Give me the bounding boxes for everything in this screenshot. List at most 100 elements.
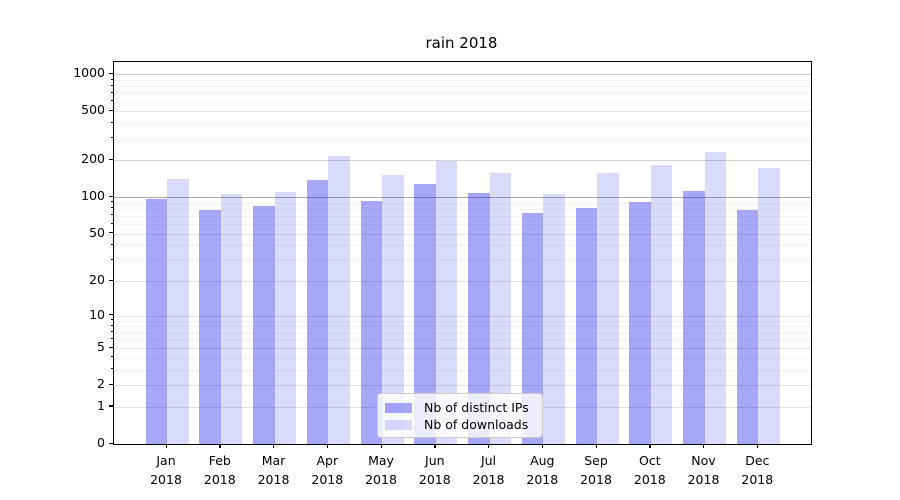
bar-downloads xyxy=(543,193,565,444)
y-tick-mark xyxy=(109,314,113,316)
y-tick-mark xyxy=(109,109,113,112)
minor-gridline xyxy=(114,123,811,125)
bar-downloads xyxy=(758,167,780,444)
y-minor-tick-mark xyxy=(110,338,113,340)
bar-distinct-ips xyxy=(306,180,329,444)
x-tick-label: Nov 2018 xyxy=(687,453,720,487)
x-tick-label: Aug 2018 xyxy=(526,453,559,487)
legend: Nb of distinct IPs Nb of downloads xyxy=(377,393,543,438)
x-tick-mark xyxy=(756,444,759,448)
y-tick-mark xyxy=(109,158,113,160)
minor-gridline xyxy=(114,86,811,88)
y-minor-tick-mark xyxy=(110,368,113,370)
y-minor-tick-mark xyxy=(110,214,113,216)
y-minor-tick-mark xyxy=(110,84,113,86)
chart-title: rain 2018 xyxy=(425,34,498,52)
y-minor-tick-mark xyxy=(110,137,113,139)
bar-downloads xyxy=(704,151,726,444)
x-tick-mark xyxy=(595,444,597,448)
major-gridline xyxy=(114,315,811,317)
x-tick-label: Jan 2018 xyxy=(150,453,182,487)
x-tick-mark xyxy=(703,444,705,448)
bar-distinct-ips xyxy=(253,206,275,444)
bar-downloads xyxy=(489,173,511,444)
y-tick-label: 50 xyxy=(89,224,105,240)
x-tick-mark xyxy=(541,444,544,448)
legend-item: Nb of distinct IPs xyxy=(385,399,534,416)
x-tick-mark xyxy=(380,444,382,448)
minor-gridline xyxy=(114,260,811,262)
bar-distinct-ips xyxy=(199,210,221,444)
plot-area xyxy=(113,61,812,445)
bar-downloads xyxy=(597,172,619,444)
y-minor-tick-mark xyxy=(110,201,113,203)
y-minor-tick-mark xyxy=(110,78,113,80)
legend-swatch-icon xyxy=(385,402,412,413)
minor-gridline xyxy=(114,93,811,95)
minor-gridline xyxy=(114,80,811,81)
x-tick-mark xyxy=(326,444,329,448)
bar-distinct-ips xyxy=(521,213,544,444)
bar-distinct-ips xyxy=(736,209,759,444)
y-tick-mark xyxy=(109,232,113,234)
x-tick-label: Feb 2018 xyxy=(203,453,236,487)
bar-distinct-ips xyxy=(360,200,382,444)
bar-downloads xyxy=(220,193,243,444)
x-tick-mark xyxy=(165,444,167,448)
minor-gridline xyxy=(114,224,811,225)
major-gridline xyxy=(114,74,811,76)
y-tick-label: 500 xyxy=(81,102,105,118)
x-tick-label: Dec 2018 xyxy=(741,453,774,487)
minor-gridline xyxy=(114,101,811,103)
y-tick-mark xyxy=(109,346,113,348)
y-tick-mark xyxy=(109,405,113,407)
y-minor-tick-mark xyxy=(110,324,113,326)
bar-downloads xyxy=(274,191,296,444)
minor-gridline xyxy=(114,245,811,247)
y-tick-label: 20 xyxy=(89,272,105,288)
y-minor-tick-mark xyxy=(110,331,113,333)
x-tick-mark xyxy=(273,444,275,448)
bar-distinct-ips xyxy=(629,201,651,444)
x-tick-mark xyxy=(649,444,651,448)
major-gridline xyxy=(114,111,811,113)
major-gridline xyxy=(114,160,811,162)
y-minor-tick-mark xyxy=(110,243,113,245)
major-gridline xyxy=(114,348,811,350)
y-minor-tick-mark xyxy=(110,121,113,123)
x-tick-label: May 2018 xyxy=(365,453,397,487)
y-tick-label: 100 xyxy=(81,188,105,204)
y-tick-mark xyxy=(109,442,113,444)
major-gridline xyxy=(114,197,811,199)
bar-distinct-ips xyxy=(414,183,436,444)
bar-downloads xyxy=(382,175,404,444)
y-minor-tick-mark xyxy=(110,91,113,93)
major-gridline xyxy=(114,233,811,235)
minor-gridline xyxy=(114,326,811,328)
minor-gridline xyxy=(114,369,811,371)
y-tick-mark xyxy=(109,72,113,75)
bar-downloads xyxy=(328,155,350,444)
bar-distinct-ips xyxy=(145,198,167,444)
minor-gridline xyxy=(114,357,811,359)
legend-label: Nb of distinct IPs xyxy=(424,400,529,415)
y-tick-mark xyxy=(109,279,113,281)
x-tick-mark xyxy=(488,444,490,448)
bar-downloads xyxy=(650,164,673,444)
minor-gridline xyxy=(114,320,811,322)
legend-swatch-icon xyxy=(385,419,412,430)
x-tick-label: Jun 2018 xyxy=(418,453,451,487)
y-tick-label: 1000 xyxy=(73,65,105,81)
minor-gridline xyxy=(114,208,811,210)
x-tick-mark xyxy=(219,444,221,448)
y-tick-label: 10 xyxy=(89,306,105,322)
bar-distinct-ips xyxy=(575,207,597,444)
y-minor-tick-mark xyxy=(110,319,113,321)
bar-distinct-ips xyxy=(468,192,490,444)
y-tick-label: 1 xyxy=(97,397,105,413)
major-gridline xyxy=(114,281,811,283)
y-minor-tick-mark xyxy=(110,356,113,358)
x-tick-mark xyxy=(434,444,436,448)
y-tick-mark xyxy=(109,383,113,385)
